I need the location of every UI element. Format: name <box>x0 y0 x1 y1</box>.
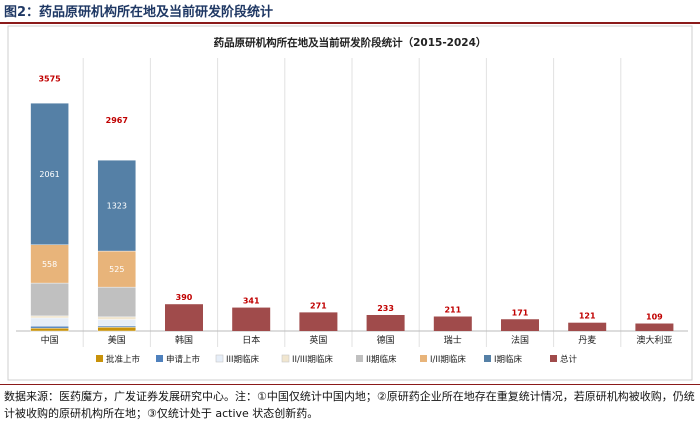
stack-value-label: 2061 <box>39 170 59 179</box>
total-bar <box>299 312 338 331</box>
source-note: 数据来源：医药魔方，广发证券发展研究中心。注：①中国仅统计中国内地；②原研药企业… <box>4 390 695 420</box>
chart-container: 药品原研机构所在地及当前研发阶段统计（2015-2024） 2061 558 3575… <box>0 24 700 384</box>
legend-swatch <box>484 355 491 362</box>
category-label: 法国 <box>511 334 529 346</box>
legend-swatch <box>96 355 103 362</box>
category-label: 英国 <box>309 334 327 346</box>
category-label: 德国 <box>377 334 395 346</box>
total-value-label: 390 <box>176 293 193 302</box>
stack-segment <box>97 327 137 332</box>
source-divider <box>0 384 700 385</box>
title-divider <box>0 22 700 24</box>
total-bar <box>501 319 539 331</box>
category-label: 瑞士 <box>444 334 462 346</box>
stack-segment <box>30 282 69 317</box>
legend-label: II/III期临床 <box>292 354 333 365</box>
category-label: 美国 <box>108 334 126 346</box>
category-label: 日本 <box>242 334 260 346</box>
total-value-label: 121 <box>579 312 596 321</box>
total-value-label: 233 <box>377 304 394 313</box>
figure-title: 图2：药品原研机构所在地及当前研发阶段统计 <box>4 5 274 20</box>
legend-swatch <box>420 355 427 362</box>
bar-chart: 药品原研机构所在地及当前研发阶段统计（2015-2024） 2061 558 3575… <box>7 25 693 381</box>
category-label: 澳大利亚 <box>636 334 672 346</box>
stack-segment <box>30 102 69 245</box>
stack-value-label: 1323 <box>107 202 127 211</box>
category-label: 中国 <box>41 334 59 346</box>
legend-label: II期临床 <box>366 354 397 365</box>
stack-value-label: 525 <box>109 265 124 274</box>
legend-swatch <box>356 355 363 362</box>
legend-label: I/II期临床 <box>430 354 466 365</box>
total-value-label: 3575 <box>38 74 61 83</box>
total-bar <box>433 316 472 331</box>
stack-segment <box>30 327 69 332</box>
legend-swatch <box>281 354 290 363</box>
stack-segment <box>30 325 69 329</box>
chart-title: 药品原研机构所在地及当前研发阶段统计（2015-2024） <box>214 36 487 49</box>
legend-label: 申请上市 <box>166 354 201 365</box>
stack-segment <box>30 317 69 327</box>
legend-label: I期临床 <box>494 354 523 365</box>
total-value-label: 271 <box>310 301 327 310</box>
stack-segment <box>30 315 69 319</box>
total-value-label: 2967 <box>106 116 128 125</box>
stack-value-label: 558 <box>42 260 57 269</box>
category-label: 韩国 <box>175 334 193 346</box>
legend-label: III期临床 <box>226 354 260 365</box>
legend-label: 批准上市 <box>106 354 141 365</box>
total-bar <box>232 307 271 331</box>
total-bar <box>366 314 405 331</box>
total-bar <box>568 322 607 331</box>
legend-label: 总计 <box>560 354 578 365</box>
stack-segment <box>30 244 69 284</box>
total-bar <box>635 323 674 331</box>
total-bar <box>165 304 203 331</box>
category-label: 丹麦 <box>578 334 596 346</box>
legend-swatch <box>156 355 163 362</box>
total-value-label: 109 <box>646 313 663 322</box>
total-value-label: 211 <box>444 306 461 315</box>
total-value-label: 171 <box>512 308 529 317</box>
legend-swatch <box>550 355 557 362</box>
stack-segment <box>97 316 137 320</box>
stack-segment <box>97 159 137 252</box>
legend-swatch <box>215 354 224 363</box>
total-value-label: 341 <box>243 297 260 306</box>
stack-segment <box>97 286 137 318</box>
stack-segment <box>97 319 137 327</box>
